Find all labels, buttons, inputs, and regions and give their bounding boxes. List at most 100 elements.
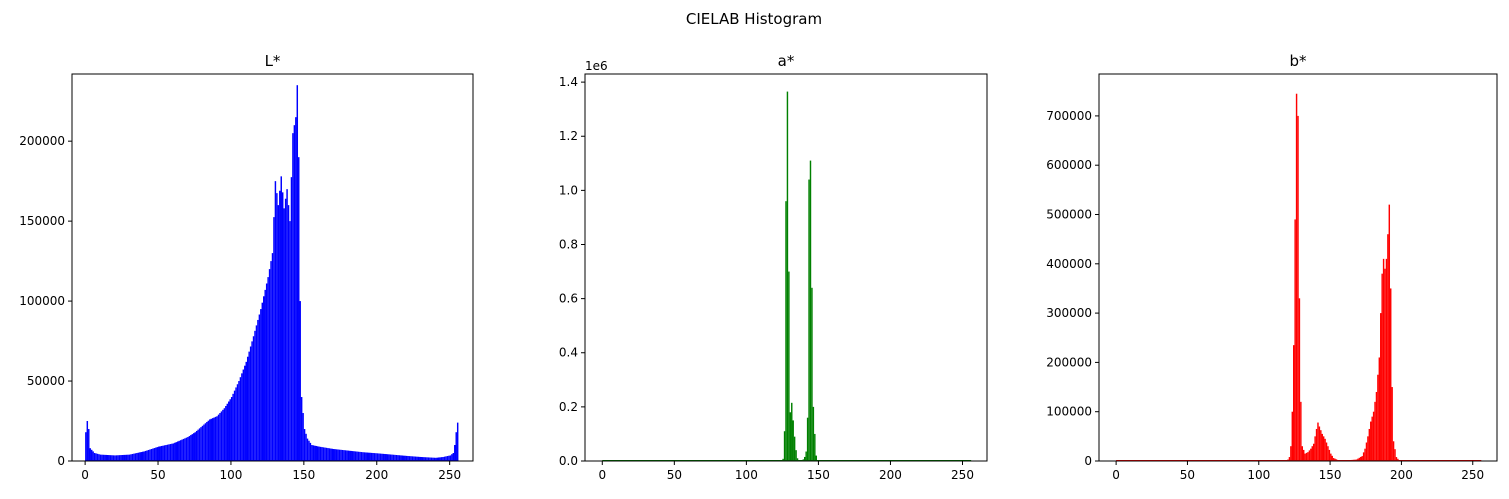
histogram-bar: [313, 445, 314, 461]
histogram-bar: [184, 438, 185, 461]
histogram-bar: [1324, 439, 1325, 461]
histogram-bar: [1369, 429, 1370, 461]
histogram-bar: [130, 454, 131, 461]
histogram-bar: [351, 451, 352, 461]
bars: [85, 85, 458, 461]
y-tick-label: 600000: [1046, 158, 1092, 172]
histogram-bar: [155, 448, 156, 461]
histogram-bar: [256, 325, 257, 461]
histogram-bar: [171, 444, 172, 461]
histogram-bar: [237, 384, 238, 461]
histogram-bar: [87, 421, 88, 461]
histogram-bar: [291, 177, 292, 461]
histogram-bar: [339, 450, 340, 461]
histogram-bar: [170, 444, 171, 461]
histogram-bar: [1393, 441, 1394, 461]
histogram-bar: [1294, 219, 1295, 461]
histogram-bar: [326, 448, 327, 461]
y-tick-label: 50000: [27, 374, 65, 388]
histogram-bar: [1304, 454, 1305, 461]
histogram-bar: [456, 432, 457, 461]
histogram-bar: [135, 453, 136, 461]
y-tick-label: 0.2: [559, 400, 578, 414]
histogram-bar: [1377, 375, 1378, 461]
histogram-bar: [1306, 453, 1307, 461]
histogram-bar: [369, 453, 370, 461]
histogram-bar: [192, 434, 193, 461]
histogram-bar: [151, 449, 152, 461]
histogram-bar: [251, 341, 252, 461]
histogram-bar: [215, 417, 216, 461]
histogram-bar: [1364, 449, 1365, 461]
histogram-bar: [1384, 269, 1385, 461]
histogram-bar: [143, 451, 144, 461]
histogram-bar: [225, 406, 226, 461]
histogram-bar: [791, 403, 792, 461]
y-tick-label: 1.0: [559, 183, 578, 197]
histogram-bar: [95, 453, 96, 461]
histogram-bar: [807, 418, 808, 461]
histogram-bar: [235, 387, 236, 461]
histogram-bar: [813, 407, 814, 461]
histogram-bar: [206, 422, 207, 461]
histogram-bar: [457, 423, 458, 461]
histogram-bar: [232, 394, 233, 461]
histogram-bar: [273, 217, 274, 461]
histogram-bar: [244, 366, 245, 461]
histogram-bar: [301, 397, 302, 461]
y-tick-label: 700000: [1046, 109, 1092, 123]
histogram-bar: [810, 161, 811, 461]
y-tick-label: 0.4: [559, 346, 578, 360]
histogram-bar: [187, 437, 188, 461]
histogram-bar: [208, 421, 209, 461]
histogram-bar: [348, 451, 349, 461]
histogram-bar: [453, 453, 454, 461]
histogram-bar: [234, 391, 235, 461]
histogram-bar: [1383, 259, 1384, 461]
histogram-bar: [1323, 436, 1324, 461]
histogram-bar: [165, 445, 166, 461]
histogram-bar: [1394, 449, 1395, 461]
histogram-bar: [213, 418, 214, 462]
histogram-bar: [203, 425, 204, 461]
histogram-bar: [310, 443, 311, 461]
histogram-bar: [1370, 422, 1371, 461]
histogram-bar: [229, 399, 230, 461]
histogram-bar: [142, 452, 143, 461]
histogram-bar: [281, 176, 282, 461]
x-tick-label: 0: [1112, 468, 1120, 482]
histogram-bar: [279, 191, 280, 461]
histogram-bar: [1389, 205, 1390, 461]
histogram-bar: [286, 189, 287, 461]
bars: [602, 92, 971, 461]
x-tick-label: 50: [150, 468, 165, 482]
x-tick-label: 250: [951, 468, 974, 482]
histogram-bar: [355, 451, 356, 461]
histogram-bar: [275, 181, 276, 461]
histogram-bar: [186, 438, 187, 461]
histogram-bar: [808, 180, 809, 461]
histogram-bar: [264, 290, 265, 461]
histogram-bar: [247, 357, 248, 461]
histogram-bar: [262, 303, 263, 461]
histogram-bar: [358, 452, 359, 461]
histogram-bar: [254, 331, 255, 461]
histogram-bar: [334, 449, 335, 461]
histogram-bar: [231, 397, 232, 461]
histogram-bar: [1386, 259, 1387, 461]
histogram-bar: [164, 445, 165, 461]
histogram-bar: [381, 454, 382, 461]
histogram-bar: [259, 315, 260, 461]
x-tick-label: 200: [1390, 468, 1413, 482]
histogram-bar: [308, 441, 309, 461]
histogram-bar: [133, 454, 134, 461]
histogram-bar: [336, 449, 337, 461]
histogram-bar: [139, 452, 140, 461]
histogram-bar: [202, 426, 203, 461]
histogram-bar: [228, 402, 229, 461]
x-tick-label: 150: [807, 468, 830, 482]
histogram-bar: [316, 446, 317, 461]
histogram-bar: [246, 362, 247, 461]
